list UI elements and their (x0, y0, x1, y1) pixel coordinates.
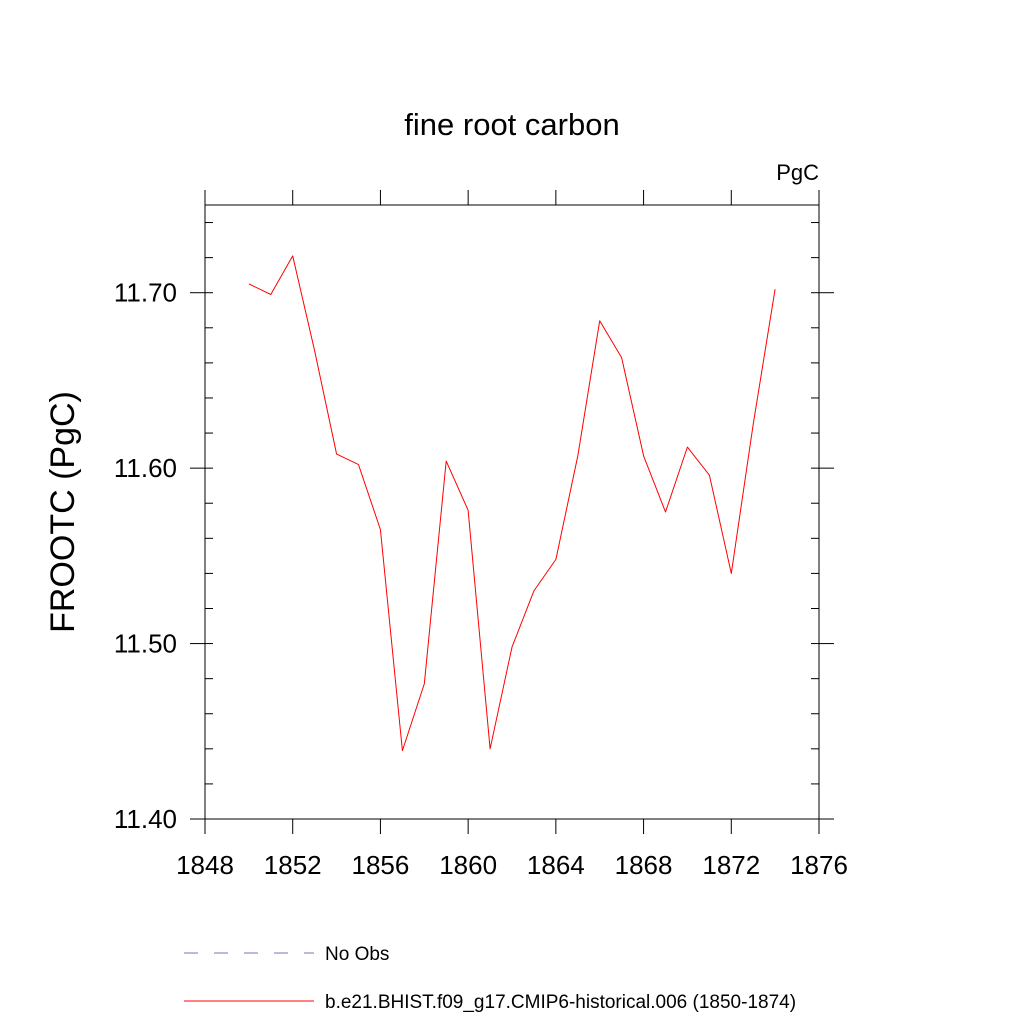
x-tick-label: 1864 (527, 850, 585, 880)
x-tick-label: 1860 (439, 850, 497, 880)
plot-frame (204, 204, 820, 820)
tick-labels: 1848 1852 1856 1860 1864 1868 1872 1876 11.40 11.… (114, 278, 848, 880)
x-tick-label: 1852 (264, 850, 322, 880)
x-tick-label: 1872 (702, 850, 760, 880)
units-label: PgC (776, 160, 819, 185)
x-tick-label: 1876 (790, 850, 848, 880)
y-tick-label: 11.70 (114, 278, 177, 308)
series-line-historical (248, 255, 776, 752)
y-tick-label: 11.50 (114, 629, 177, 659)
x-tick-label: 1848 (176, 850, 234, 880)
y-tick-label: 11.40 (114, 804, 177, 834)
series-layer (248, 255, 776, 752)
chart-title: fine root carbon (404, 107, 619, 142)
legend: No Obs b.e21.BHIST.f09_g17.CMIP6-histori… (184, 944, 796, 1013)
axis-ticks (190, 190, 834, 834)
y-tick-label: 11.60 (114, 453, 177, 483)
x-tick-label: 1868 (615, 850, 673, 880)
x-tick-label: 1856 (352, 850, 410, 880)
y-axis-label: FROOTC (PgC) (44, 391, 82, 633)
legend-label-no-obs: No Obs (325, 944, 389, 965)
legend-label-historical: b.e21.BHIST.f09_g17.CMIP6-historical.006… (325, 992, 796, 1013)
